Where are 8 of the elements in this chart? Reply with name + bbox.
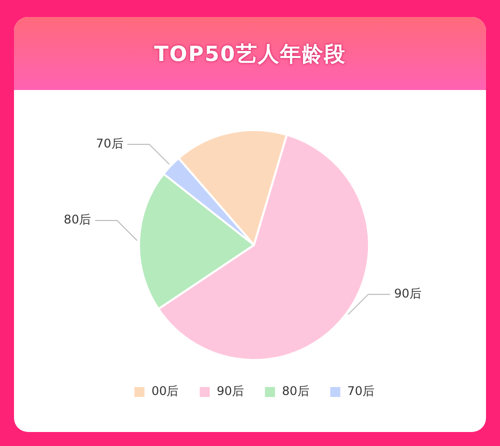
legend-label: 80后 [282, 384, 310, 398]
legend-label: 90后 [216, 384, 244, 398]
text: 90后 [394, 286, 422, 301]
text: 70后 [96, 136, 124, 150]
legend-label: 00后 [151, 384, 179, 398]
legend-label: 70后 [347, 384, 375, 398]
text: 80后 [64, 212, 92, 227]
chart-title: TOP50艺人年龄段 [154, 40, 346, 68]
